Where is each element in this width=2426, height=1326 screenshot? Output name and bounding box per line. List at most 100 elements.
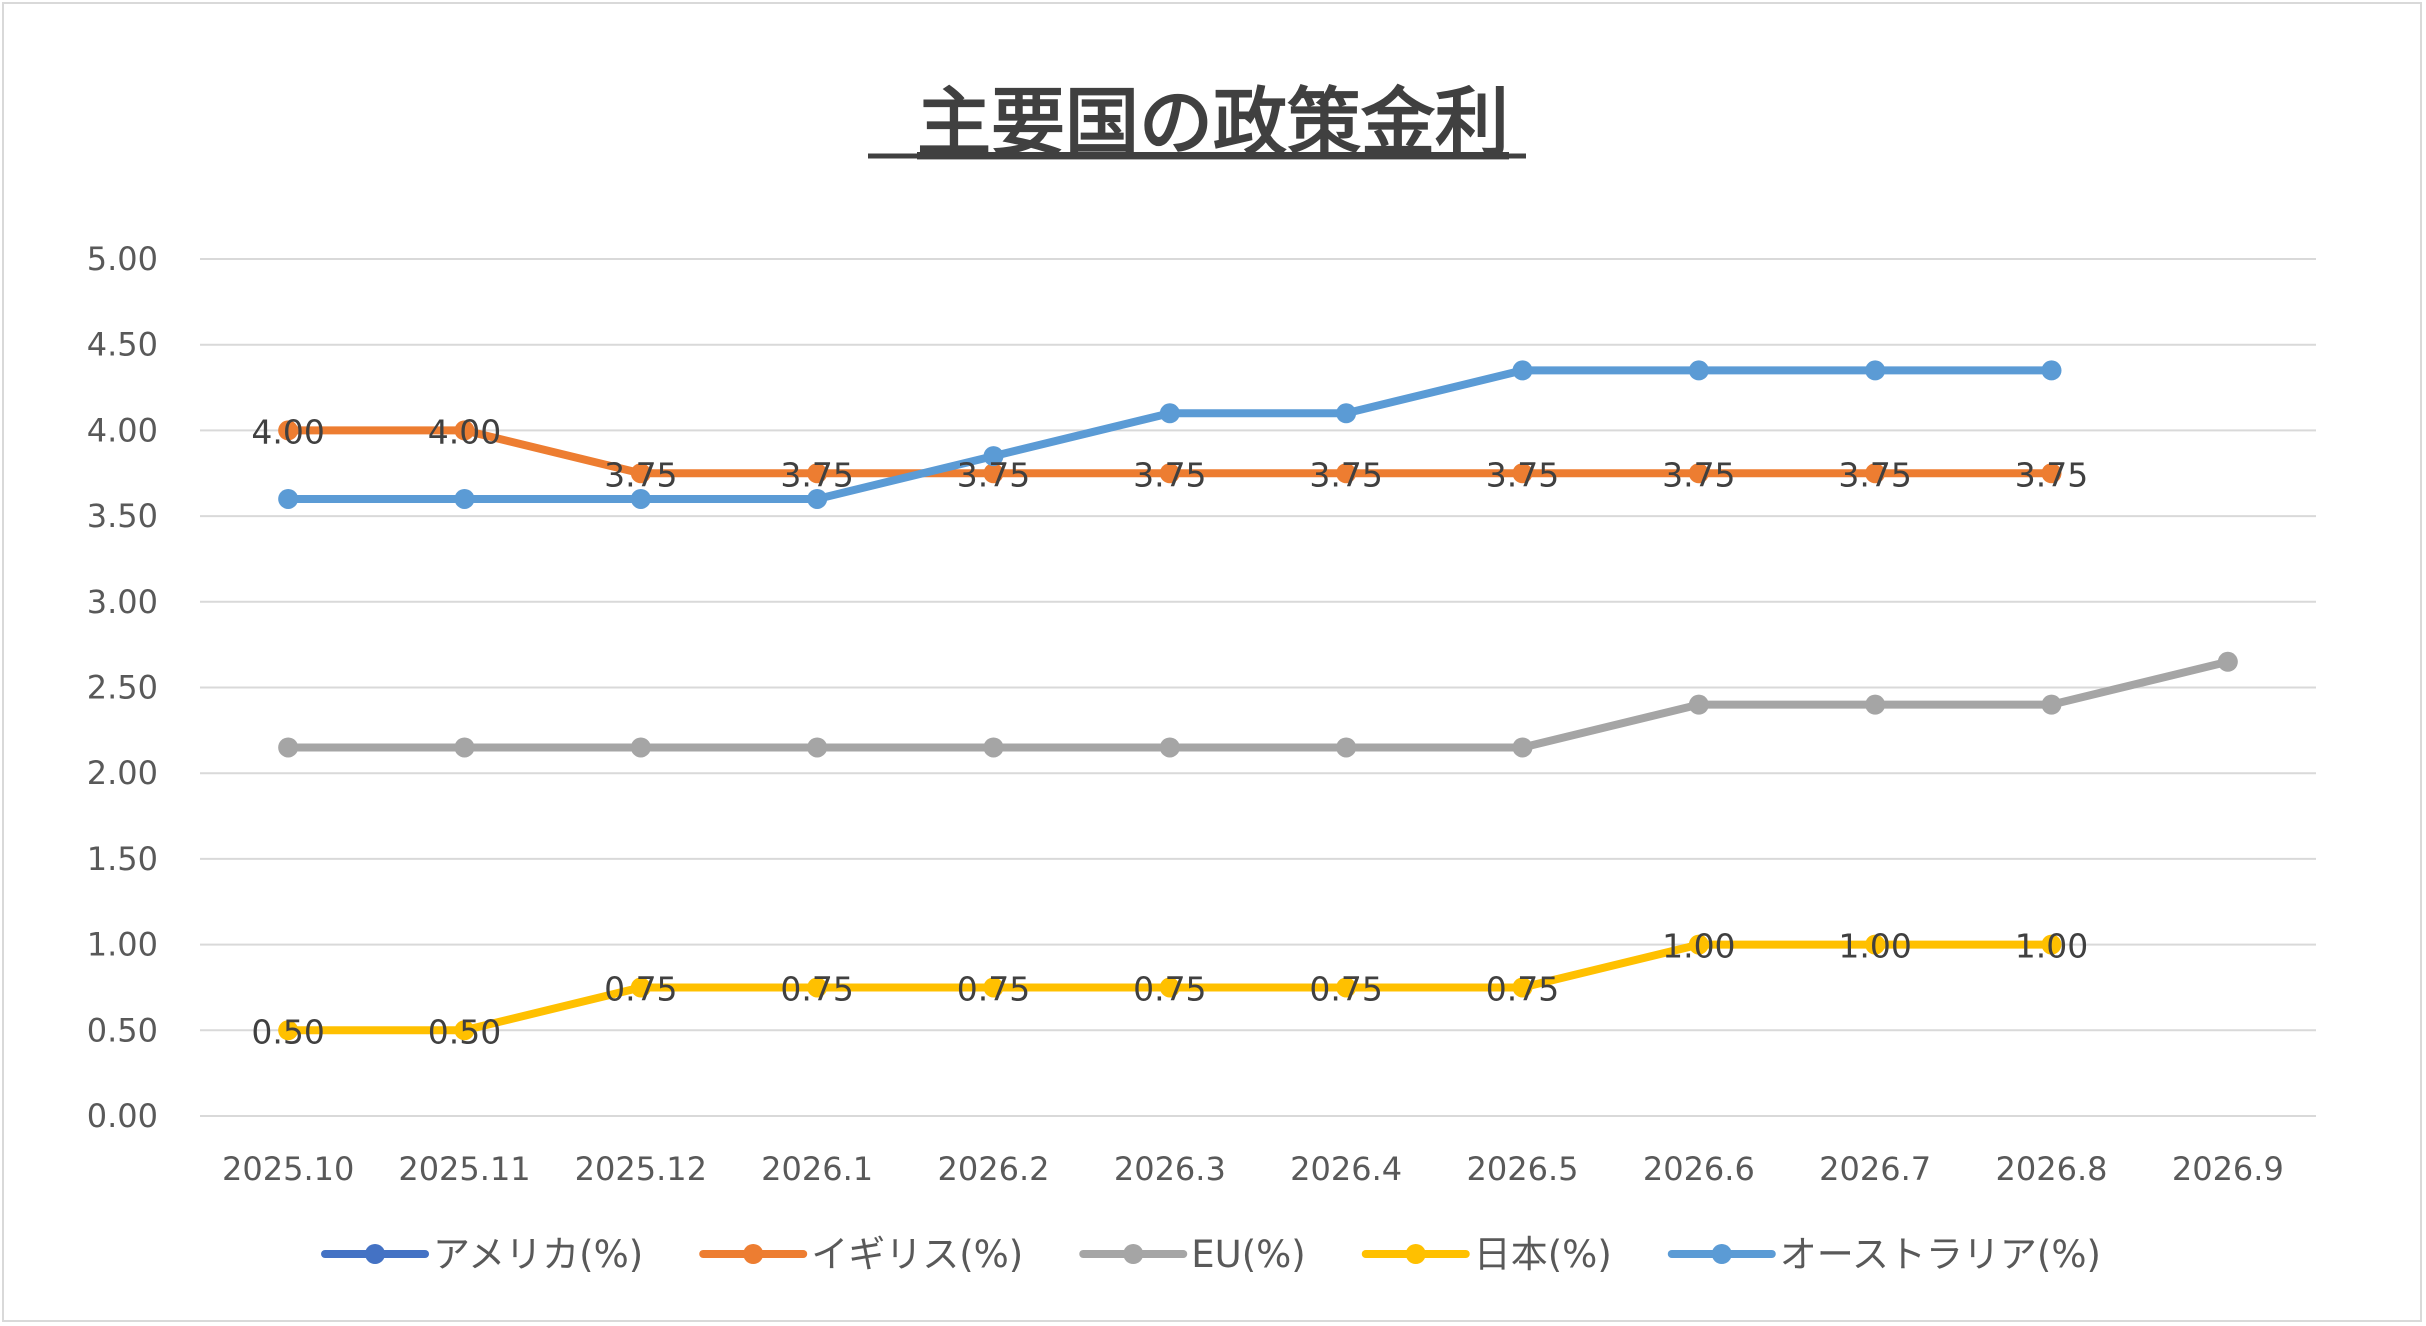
y-axis-ticks: 0.00 0.50 1.00 1.50 2.00 2.50 3.00 3.50 4.00 4.50…: [87, 240, 158, 1135]
data-point: [1336, 403, 1357, 424]
x-tick-label: 2026.1: [761, 1150, 873, 1188]
data-point: [2041, 934, 2062, 955]
data-point: [278, 737, 299, 758]
data-point: [1512, 463, 1533, 484]
y-tick-label: 4.00: [87, 411, 158, 449]
x-axis-ticks: 2025.10 2025.11 2025.12 2026.1 2026.2 2026.3 2…: [222, 1150, 2284, 1188]
data-point: [1865, 360, 1886, 381]
legend-marker: [1123, 1244, 1144, 1264]
data-point: [1865, 463, 1886, 484]
data-label: 3.75: [2015, 455, 2088, 494]
data-label: 0.75: [780, 969, 853, 1008]
legend: アメリカ(%) イギリス(%) EU(%) 日本(%) オーストラリア(%): [321, 1233, 2101, 1276]
y-tick-label: 4.50: [87, 326, 158, 364]
legend-item: 日本(%): [1361, 1233, 1612, 1276]
data-label: 0.75: [604, 969, 677, 1008]
legend-label: オーストラリア(%): [1780, 1233, 2101, 1276]
data-label: 3.75: [1133, 455, 1206, 494]
data-point: [630, 977, 651, 998]
data-label: 3.75: [780, 455, 853, 494]
y-tick-label: 0.00: [87, 1097, 158, 1135]
legend-item: イギリス(%): [699, 1233, 1023, 1276]
data-label: 3.75: [1838, 455, 1911, 494]
data-point: [1512, 737, 1533, 758]
series-lines: [278, 360, 2238, 1041]
data-point: [983, 737, 1004, 758]
data-point: [454, 1020, 475, 1041]
data-label: 3.75: [1486, 455, 1559, 494]
data-point: [1512, 360, 1533, 381]
data-point: [807, 488, 828, 509]
data-label: 0.75: [1486, 969, 1559, 1008]
y-tick-label: 5.00: [87, 240, 158, 278]
data-label: 0.50: [428, 1012, 501, 1051]
data-point: [630, 463, 651, 484]
legend-marker: [1711, 1244, 1732, 1264]
data-point: [630, 488, 651, 509]
x-tick-label: 2026.9: [2172, 1150, 2284, 1188]
data-point: [1336, 737, 1357, 758]
data-label: 1.00: [1838, 927, 1911, 966]
data-label: 1.00: [2015, 927, 2088, 966]
data-label: 0.75: [957, 969, 1030, 1008]
data-label: 3.75: [957, 455, 1030, 494]
data-point: [983, 446, 1004, 467]
data-point: [1688, 360, 1709, 381]
data-point: [983, 977, 1004, 998]
legend-item: EU(%): [1079, 1233, 1306, 1276]
legend-label: EU(%): [1191, 1233, 1306, 1276]
x-tick-label: 2026.3: [1114, 1150, 1226, 1188]
data-point: [454, 488, 475, 509]
y-tick-label: 3.00: [87, 583, 158, 621]
y-tick-label: 1.50: [87, 840, 158, 878]
data-point: [630, 737, 651, 758]
y-tick-label: 2.00: [87, 754, 158, 792]
data-point: [1159, 977, 1180, 998]
series-line: [284, 657, 2232, 752]
legend-marker: [1405, 1244, 1426, 1264]
data-point: [1159, 403, 1180, 424]
data-point: [278, 488, 299, 509]
data-label: 4.00: [428, 412, 501, 451]
data-point: [807, 463, 828, 484]
x-tick-label: 2026.5: [1467, 1150, 1579, 1188]
data-label: 0.75: [1309, 969, 1382, 1008]
legend-label: イギリス(%): [811, 1233, 1023, 1276]
x-tick-label: 2025.10: [222, 1150, 354, 1188]
data-label: 4.00: [251, 412, 324, 451]
data-point: [1159, 463, 1180, 484]
data-point: [1688, 934, 1709, 955]
data-labels: 4.00 4.00 3.75 3.75 3.75 3.75 3.75 3.75 3.75 3.75…: [251, 412, 2088, 1051]
data-label: 0.75: [1133, 969, 1206, 1008]
data-point: [1159, 737, 1180, 758]
x-tick-label: 2026.8: [1996, 1150, 2108, 1188]
data-point: [807, 977, 828, 998]
data-point: [278, 420, 299, 441]
data-label: 3.75: [604, 455, 677, 494]
data-point: [278, 1020, 299, 1041]
data-point: [1688, 463, 1709, 484]
x-tick-label: 2026.2: [938, 1150, 1050, 1188]
legend-marker: [365, 1244, 386, 1264]
x-tick-label: 2026.6: [1643, 1150, 1755, 1188]
data-point: [1512, 977, 1533, 998]
data-point: [1865, 934, 1886, 955]
legend-label: 日本(%): [1474, 1233, 1612, 1276]
data-label: 3.75: [1662, 455, 1735, 494]
x-tick-label: 2025.11: [398, 1150, 530, 1188]
data-point: [2041, 463, 2062, 484]
y-tick-label: 0.50: [87, 1011, 158, 1049]
data-point: [983, 463, 1004, 484]
chart-title: 主要国の政策金利: [917, 80, 1509, 166]
x-tick-label: 2026.4: [1290, 1150, 1402, 1188]
legend-label: アメリカ(%): [433, 1233, 643, 1276]
data-point: [2217, 651, 2238, 672]
data-point: [454, 420, 475, 441]
data-point: [454, 737, 475, 758]
legend-item: オーストラリア(%): [1667, 1233, 2101, 1276]
data-point: [2041, 360, 2062, 381]
data-point: [2041, 694, 2062, 715]
data-point: [1336, 463, 1357, 484]
